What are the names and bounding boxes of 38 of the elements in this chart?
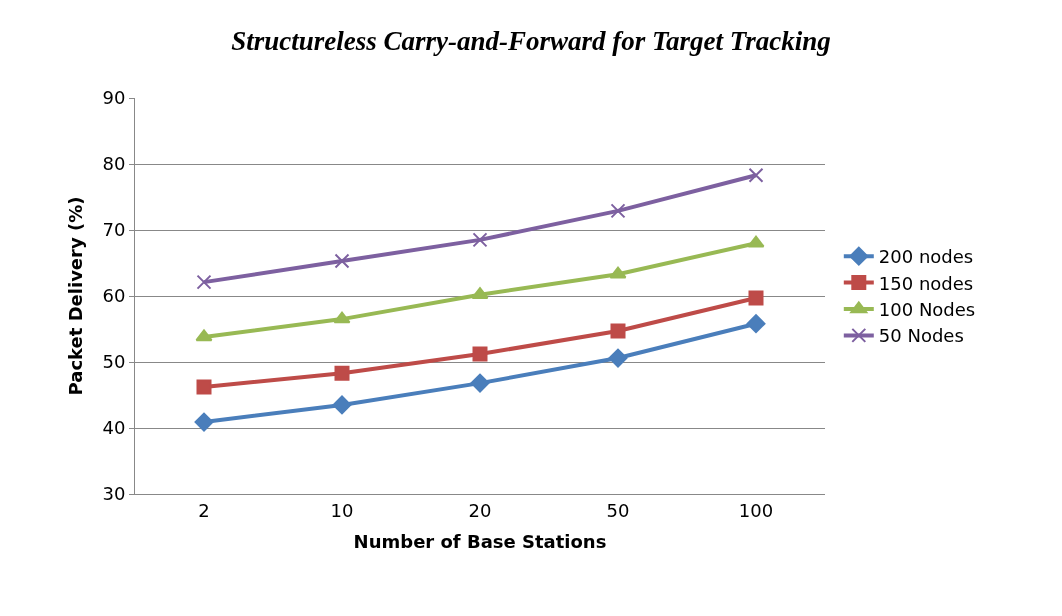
x-tick-label: 100 [738,499,774,521]
point [196,274,212,290]
chart-title: Structureless Carry-and-Forward for Target Tracking [231,25,831,56]
point [748,167,764,183]
legend-label: 200 nodes [878,246,974,268]
point [472,346,488,362]
point [196,379,212,395]
y-tick-label: 80 [102,153,126,175]
legend-label: 50 Nodes [878,325,964,347]
y-tick-label: 40 [102,417,126,439]
y-tick-label: 60 [102,285,126,307]
y-tick-label: 90 [102,87,126,109]
x-tick-label: 20 [468,499,492,521]
point [608,348,628,368]
point [472,232,488,248]
x-tick-label: 2 [198,499,210,521]
y-tick-label: 30 [102,483,126,505]
point [748,290,764,306]
y-tick-label: 50 [102,351,126,373]
x-axis-title: Number of Base Stations [353,530,607,552]
point [610,323,626,339]
point [746,314,766,334]
point [334,253,350,269]
point [194,412,214,432]
point [609,266,627,279]
legend-label: 150 nodes [878,272,974,294]
point [610,203,626,219]
point [195,329,213,342]
y-tick-label: 70 [102,219,126,241]
legend-label: 100 Nodes [878,299,976,321]
x-tick-label: 10 [330,499,354,521]
point [470,373,490,393]
x-tick-label: 50 [606,499,630,521]
point [332,395,352,415]
y-axis-title: Packet Delivery (%) [64,196,86,396]
point [747,235,765,248]
point [333,311,351,324]
point [334,365,350,381]
